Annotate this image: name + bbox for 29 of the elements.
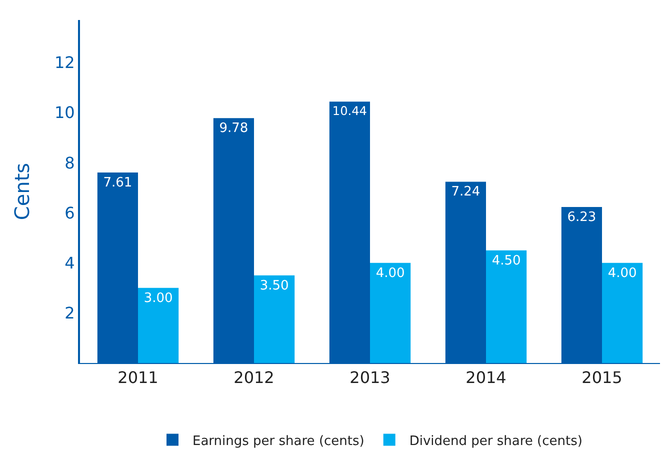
y-axis-title: Cents [10, 162, 34, 220]
y-tick-label: 6 [64, 203, 75, 222]
data-label: 7.61 [103, 175, 132, 190]
y-tick-label: 4 [64, 253, 75, 272]
bar [254, 275, 295, 363]
legend-label: Dividend per share (cents) [409, 434, 582, 449]
data-label: 4.50 [492, 253, 521, 268]
x-tick-label: 2014 [466, 368, 506, 388]
bar [138, 288, 179, 363]
y-tick-label: 12 [54, 53, 75, 72]
x-tick-label: 2011 [118, 368, 158, 388]
y-tick-label: 2 [64, 304, 75, 323]
x-tick-label: 2015 [582, 368, 622, 388]
bar [370, 262, 411, 363]
x-tick-label: 2012 [234, 368, 274, 388]
data-label: 4.00 [608, 266, 637, 281]
data-label: 3.50 [260, 278, 289, 294]
data-label: 6.23 [567, 210, 596, 226]
data-label: 4.00 [376, 266, 405, 281]
y-tick-label: 10 [54, 103, 75, 122]
data-label: 10.44 [332, 104, 367, 118]
y-tick-label: 8 [64, 153, 75, 172]
data-label: 3.00 [144, 290, 173, 306]
bar [486, 250, 527, 363]
x-tick-label: 2013 [350, 368, 390, 388]
legend-label: Earnings per share (cents) [192, 434, 364, 449]
data-label: 9.78 [219, 121, 248, 136]
data-label: 7.24 [451, 184, 480, 200]
bar [602, 262, 643, 363]
